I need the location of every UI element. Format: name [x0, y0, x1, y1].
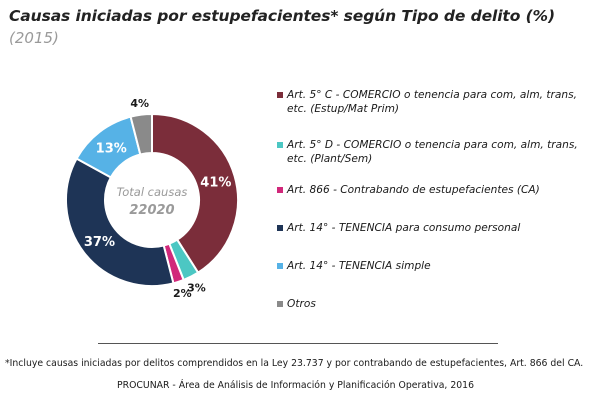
donut-slice — [129, 112, 153, 156]
legend-label: Art. 14° - TENENCIA para consumo persona… — [287, 222, 521, 234]
legend: Art. 5° C - COMERCIO o tenencia para com… — [277, 88, 587, 311]
legend-label: Art. 14° - TENENCIA simple — [287, 260, 431, 272]
footnote: *Incluye causas iniciadas por delitos co… — [5, 358, 584, 369]
divider — [98, 343, 498, 344]
slice-label: 3% — [187, 281, 206, 294]
legend-item: Art. 5° D - COMERCIO o tenencia para com… — [277, 138, 587, 166]
legend-item: Art. 5° C - COMERCIO o tenencia para com… — [277, 88, 587, 116]
legend-swatch — [277, 187, 283, 193]
legend-swatch — [277, 142, 283, 148]
legend-swatch — [277, 225, 283, 231]
legend-item: Art. 14° - TENENCIA simple — [277, 259, 587, 273]
center-label: Total causas — [117, 185, 188, 199]
legend-swatch — [277, 263, 283, 269]
legend-item: Otros — [277, 297, 587, 311]
legend-label: Art. 5° C - COMERCIO o tenencia para com… — [287, 89, 577, 115]
slice-label: 37% — [84, 235, 115, 250]
source-note: PROCUNAR - Área de Análisis de Informaci… — [117, 380, 474, 391]
slice-label: 2% — [173, 287, 192, 300]
slice-label: 41% — [200, 175, 231, 190]
chart-title: Causas iniciadas por estupefacientes* se… — [9, 7, 555, 25]
slice-label: 13% — [96, 141, 127, 156]
legend-label: Art. 866 - Contrabando de estupefaciente… — [287, 184, 540, 196]
slice-label: 4% — [130, 97, 149, 110]
legend-label: Art. 5° D - COMERCIO o tenencia para com… — [287, 139, 578, 165]
center-value: 22020 — [129, 203, 174, 218]
legend-swatch — [277, 92, 283, 98]
donut-slice — [65, 157, 175, 287]
legend-swatch — [277, 301, 283, 307]
legend-label: Otros — [287, 298, 316, 310]
chart-subtitle: (2015) — [9, 29, 59, 47]
legend-item: Art. 866 - Contrabando de estupefaciente… — [277, 183, 587, 197]
legend-item: Art. 14° - TENENCIA para consumo persona… — [277, 221, 587, 235]
donut-chart: 41% 3%2% 37% 13% 4% Total causas 22020 — [65, 97, 239, 300]
donut-slice — [151, 112, 239, 274]
